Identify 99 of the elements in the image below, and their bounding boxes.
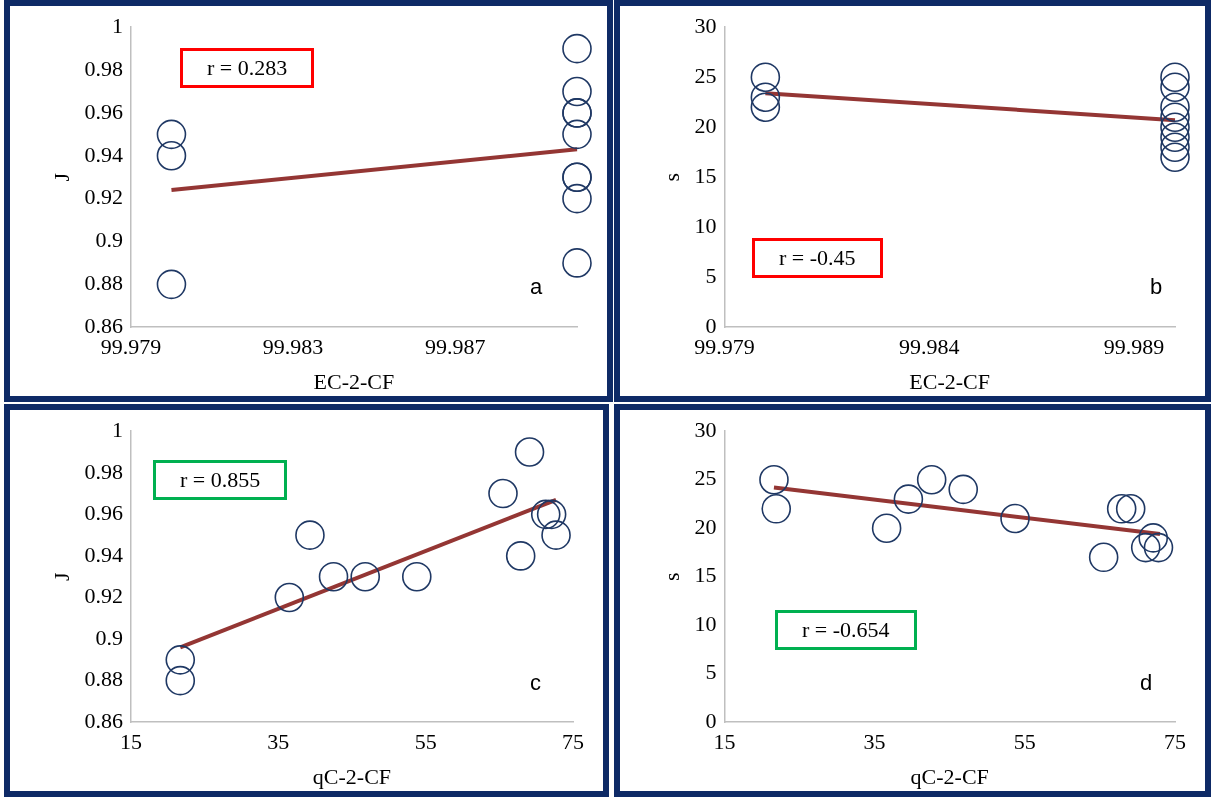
point bbox=[350, 561, 381, 592]
point bbox=[1088, 542, 1119, 573]
point bbox=[318, 561, 349, 592]
point bbox=[156, 269, 187, 300]
y-tick-label: 0.98 bbox=[84, 458, 123, 484]
annotation: a bbox=[530, 274, 543, 300]
y-tick-label: 0.96 bbox=[84, 500, 123, 526]
y-tick-label: 30 bbox=[694, 416, 717, 442]
point bbox=[1160, 62, 1190, 92]
point bbox=[871, 513, 902, 543]
x-tick-label: 99.983 bbox=[262, 334, 324, 360]
y-tick-label: 0.88 bbox=[84, 666, 123, 692]
y-tick-label: 0.92 bbox=[84, 184, 123, 210]
point bbox=[536, 499, 567, 530]
x-axis-title: EC-2-CF bbox=[313, 368, 395, 394]
point bbox=[1115, 494, 1146, 524]
y-tick-label: 25 bbox=[694, 465, 717, 491]
y-tick-label: 15 bbox=[694, 562, 717, 588]
annotation: r = -0.654 bbox=[775, 610, 917, 650]
y-tick-label: 0.9 bbox=[95, 227, 123, 253]
point bbox=[562, 33, 592, 64]
x-tick-label: 35 bbox=[267, 729, 290, 755]
point bbox=[1160, 72, 1190, 102]
point bbox=[562, 76, 592, 107]
annotation: r = -0.45 bbox=[752, 238, 883, 278]
y-tick-label: 5 bbox=[705, 659, 717, 685]
annotation: b bbox=[1150, 274, 1163, 300]
y-axis-title: J bbox=[48, 571, 74, 581]
y-tick-label: 0.98 bbox=[84, 55, 123, 81]
y-axis-title: J bbox=[48, 172, 74, 182]
y-tick-label: 30 bbox=[694, 12, 717, 38]
point bbox=[1160, 122, 1190, 152]
point bbox=[750, 62, 781, 92]
x-tick-label: 99.984 bbox=[898, 334, 960, 360]
point bbox=[1143, 532, 1174, 563]
y-tick-label: 1 bbox=[111, 12, 123, 38]
point bbox=[750, 92, 781, 122]
y-tick-label: 0.9 bbox=[95, 624, 123, 650]
point bbox=[1130, 532, 1161, 563]
y-axis-title: s bbox=[658, 572, 684, 581]
x-tick-label: 35 bbox=[863, 729, 886, 755]
annotation: d bbox=[1140, 670, 1153, 696]
point bbox=[165, 645, 196, 675]
x-tick-label: 99.989 bbox=[1103, 334, 1165, 360]
y-tick-label: 15 bbox=[694, 162, 717, 188]
x-tick-label: 55 bbox=[1013, 729, 1036, 755]
x-axis-title: EC-2-CF bbox=[909, 368, 991, 394]
point bbox=[514, 437, 545, 467]
point bbox=[916, 464, 947, 495]
point bbox=[1160, 102, 1190, 132]
point bbox=[759, 464, 789, 495]
point bbox=[1160, 112, 1190, 142]
point bbox=[530, 499, 561, 530]
point bbox=[750, 82, 781, 112]
y-tick-label: 1 bbox=[111, 416, 123, 442]
x-axis-title: qC-2-CF bbox=[312, 763, 392, 789]
point bbox=[156, 140, 187, 171]
x-tick-label: 99.987 bbox=[425, 334, 486, 360]
point bbox=[761, 494, 792, 524]
x-tick-label: 75 bbox=[562, 729, 584, 755]
y-tick-label: 0.86 bbox=[84, 707, 123, 733]
y-tick-label: 20 bbox=[694, 112, 717, 138]
point bbox=[1160, 142, 1190, 172]
y-tick-label: 0.94 bbox=[84, 141, 123, 167]
point bbox=[541, 520, 571, 550]
point bbox=[156, 119, 187, 150]
point bbox=[562, 183, 592, 214]
point bbox=[401, 561, 432, 592]
point bbox=[1000, 503, 1030, 534]
y-tick-label: 5 bbox=[705, 262, 717, 288]
point bbox=[274, 582, 305, 613]
y-tick-label: 20 bbox=[694, 513, 717, 539]
point bbox=[505, 541, 536, 571]
y-tick-label: 0.88 bbox=[84, 270, 123, 296]
point bbox=[488, 478, 518, 509]
point bbox=[1160, 132, 1190, 162]
y-tick-label: 0 bbox=[705, 707, 717, 733]
y-tick-label: 0.96 bbox=[84, 98, 123, 124]
point bbox=[1160, 92, 1190, 122]
y-tick-label: 0.94 bbox=[84, 541, 123, 567]
point bbox=[562, 248, 592, 278]
y-tick-label: 0.92 bbox=[84, 583, 123, 609]
point bbox=[295, 520, 325, 550]
x-tick-label: 55 bbox=[414, 729, 437, 755]
point bbox=[1138, 523, 1169, 553]
point bbox=[165, 665, 196, 696]
y-tick-label: 10 bbox=[694, 212, 717, 238]
x-axis-title: qC-2-CF bbox=[910, 763, 989, 789]
y-tick-label: 25 bbox=[694, 62, 717, 88]
annotation: r = 0.283 bbox=[180, 48, 315, 88]
y-axis-title: s bbox=[658, 172, 684, 182]
annotation: r = 0.855 bbox=[153, 460, 288, 500]
y-tick-label: 10 bbox=[694, 610, 717, 636]
point bbox=[893, 484, 924, 514]
point bbox=[562, 119, 592, 150]
point bbox=[948, 474, 979, 505]
point bbox=[1106, 494, 1137, 524]
x-tick-label: 75 bbox=[1164, 729, 1186, 755]
annotation: c bbox=[530, 670, 541, 696]
